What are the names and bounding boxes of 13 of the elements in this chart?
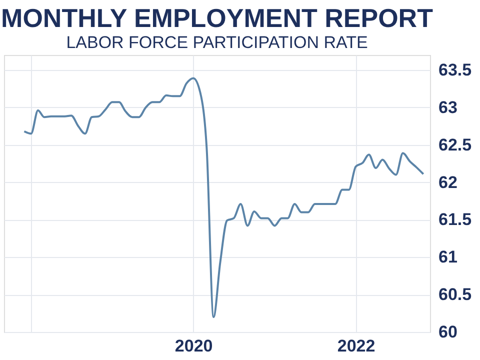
chart-subtitle: LABOR FORCE PARTICIPATION RATE bbox=[66, 33, 368, 52]
y-tick-label: 63 bbox=[438, 98, 458, 117]
y-tick-label: 62 bbox=[438, 172, 458, 192]
chart-title: MONTHLY EMPLOYMENT REPORT bbox=[1, 3, 434, 33]
x-tick-label: 2020 bbox=[174, 336, 213, 356]
y-tick-label: 63.5 bbox=[438, 60, 472, 80]
x-tick-label: 2022 bbox=[337, 336, 376, 356]
y-tick-label: 61 bbox=[438, 248, 458, 267]
y-tick-label: 61.5 bbox=[438, 210, 472, 230]
line-series bbox=[23, 77, 424, 318]
y-tick-label: 60 bbox=[438, 322, 458, 342]
y-tick-label: 62.5 bbox=[438, 135, 472, 154]
y-tick-label: 60.5 bbox=[438, 285, 472, 304]
